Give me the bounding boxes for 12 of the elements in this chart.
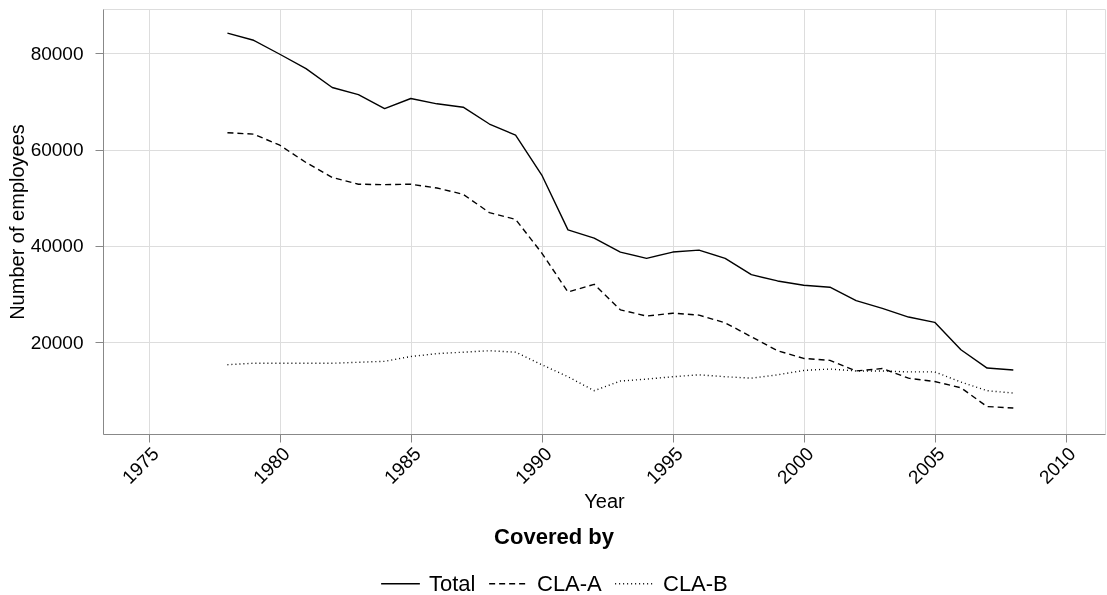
y-tick-label: 60000 (30, 139, 84, 161)
line-series (226, 132, 1015, 409)
legend-label: CLA-B (663, 570, 728, 595)
y-tick-label: 20000 (30, 331, 84, 353)
y-tick-label: 80000 (30, 42, 84, 64)
line-series (226, 32, 1015, 371)
legend-title: Covered by (494, 524, 615, 549)
x-axis-title: Year (584, 489, 626, 512)
legend-label: CLA-A (537, 570, 603, 595)
legend-label: Total (429, 570, 476, 595)
y-axis-title: Number of employees (5, 124, 28, 320)
y-tick-label: 40000 (30, 235, 84, 257)
